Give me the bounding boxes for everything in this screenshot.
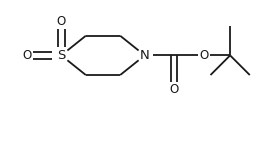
Text: O: O (57, 15, 66, 28)
Text: S: S (57, 49, 66, 62)
Text: O: O (22, 49, 31, 62)
Text: O: O (170, 83, 179, 96)
Text: N: N (140, 49, 149, 62)
Text: O: O (199, 49, 208, 62)
